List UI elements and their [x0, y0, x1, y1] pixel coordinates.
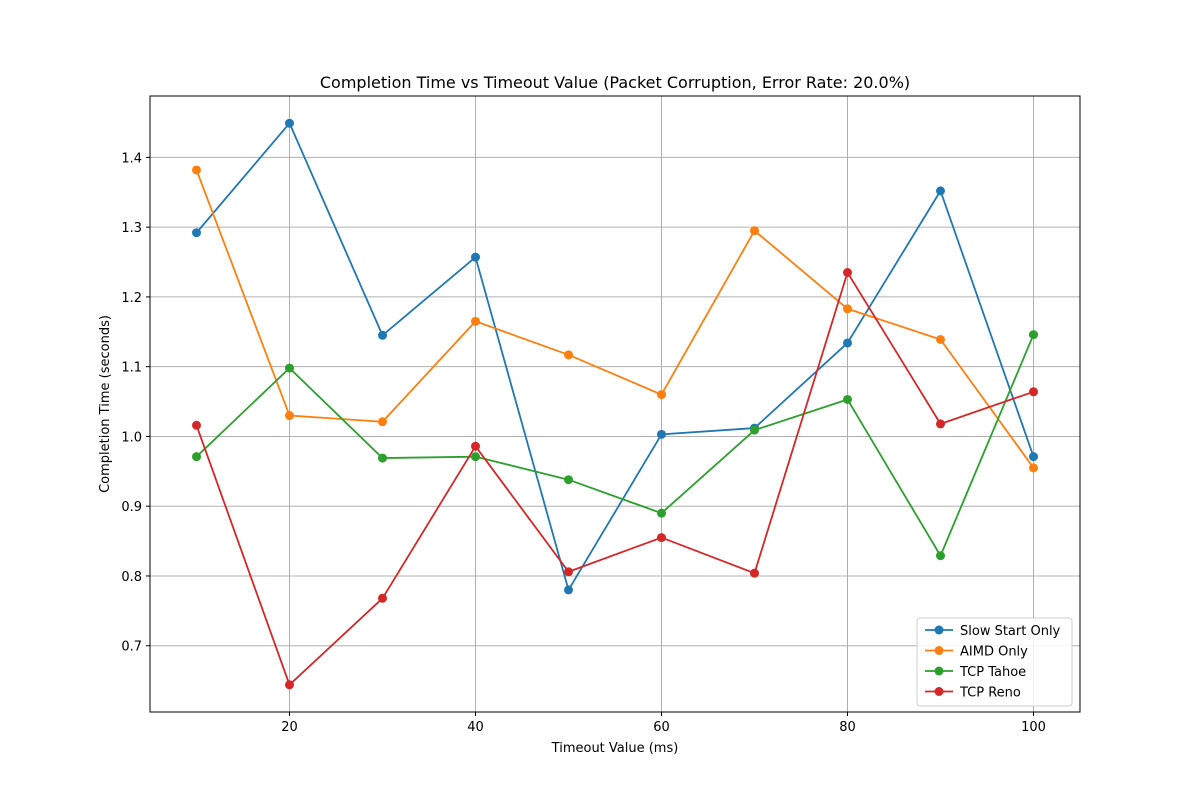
y-tick-label: 0.8	[121, 570, 142, 585]
data-point	[843, 338, 852, 348]
data-point	[192, 228, 201, 238]
legend: Slow Start Only AIMD Only TCP Tahoe TCP Ren…	[916, 617, 1073, 707]
data-point	[843, 267, 852, 277]
legend-marker	[934, 625, 944, 635]
x-tick-label: 80	[839, 720, 856, 735]
data-point	[192, 420, 201, 430]
y-tick-label: 0.7	[121, 640, 142, 655]
data-point	[285, 680, 294, 690]
data-point	[936, 186, 945, 196]
data-point	[936, 551, 945, 561]
data-point	[1029, 463, 1038, 473]
y-tick-label: 1.2	[121, 291, 142, 306]
data-point	[471, 441, 480, 451]
y-tick-label: 0.9	[121, 500, 142, 515]
data-point	[564, 475, 573, 485]
data-point	[564, 350, 573, 360]
series-1	[192, 165, 1038, 473]
data-point	[378, 330, 387, 340]
data-point	[378, 593, 387, 603]
legend-marker	[934, 646, 944, 655]
data-point	[378, 453, 387, 463]
legend-marker	[934, 687, 944, 696]
y-tick-label: 1.3	[121, 221, 142, 236]
legend-label: AIMD Only	[960, 645, 1028, 660]
legend-label: TCP Reno	[959, 686, 1021, 701]
x-tick-label: 20	[281, 720, 298, 735]
legend-label: TCP Tahoe	[959, 665, 1026, 680]
series-2	[192, 330, 1038, 561]
x-tick-label: 100	[1021, 720, 1046, 735]
data-point	[285, 118, 294, 128]
data-point	[657, 508, 666, 518]
plot-frame	[149, 95, 1081, 713]
legend-box	[916, 617, 1073, 707]
x-axis-label: Timeout Value (ms)	[551, 741, 679, 756]
data-point	[843, 394, 852, 404]
data-point	[471, 316, 480, 326]
data-point	[750, 425, 759, 435]
data-point	[750, 226, 759, 236]
series-line	[195, 334, 1035, 558]
data-point	[936, 419, 945, 429]
series-line	[195, 121, 1035, 593]
data-point	[657, 390, 666, 400]
data-point	[564, 585, 573, 595]
data-point	[657, 533, 666, 543]
data-point	[750, 568, 759, 578]
data-point	[471, 252, 480, 262]
data-point	[1029, 330, 1038, 340]
grid	[150, 96, 1080, 712]
data-point	[843, 304, 852, 314]
data-point	[285, 411, 294, 421]
series-3	[192, 267, 1038, 690]
series-line	[195, 270, 1034, 687]
legend-label: Slow Start Only	[960, 624, 1061, 639]
data-point	[1029, 452, 1038, 462]
y-tick-label: 1.1	[121, 361, 142, 376]
ticks: 20 40 60 80 100 0.7 0.8 0.9 1.0 1.1 1.2 1.3 1.4	[121, 151, 1046, 735]
data-point	[192, 165, 201, 175]
data-point	[936, 334, 945, 344]
data-point	[471, 452, 480, 462]
data-point	[657, 429, 666, 439]
x-tick-label: 60	[653, 720, 670, 735]
legend-item: TCP Tahoe	[925, 665, 1026, 680]
data-point	[285, 363, 294, 373]
y-tick-label: 1.4	[121, 151, 142, 166]
data-point	[1029, 387, 1038, 397]
data-point	[564, 567, 573, 577]
series-line	[195, 169, 1035, 469]
y-tick-label: 1.0	[121, 430, 142, 445]
x-tick-label: 40	[467, 720, 484, 735]
data-point	[192, 452, 201, 462]
y-axis-label: Completion Time (seconds)	[98, 315, 113, 493]
legend-item: TCP Reno	[925, 686, 1021, 701]
legend-item: AIMD Only	[925, 645, 1028, 660]
legend-marker	[934, 666, 944, 676]
series-0	[192, 118, 1038, 595]
data-point	[378, 417, 387, 427]
legend-item: Slow Start Only	[925, 624, 1061, 639]
chart-title: Completion Time vs Timeout Value (Packet…	[320, 73, 910, 92]
series-group	[192, 118, 1038, 690]
